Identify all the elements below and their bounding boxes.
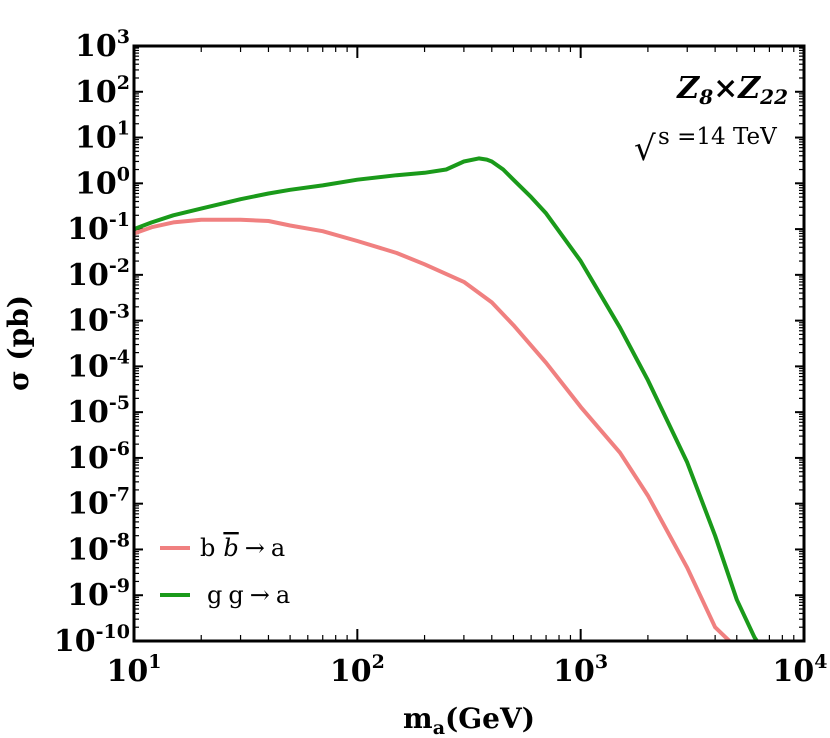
sqrt-symbol: √ bbox=[634, 129, 656, 169]
y-tick-label: 103 bbox=[75, 26, 130, 64]
y-tick-label: 10-3 bbox=[67, 301, 130, 339]
x-axis-label: ma(GeV) bbox=[403, 702, 535, 738]
y-tick-label: 10-5 bbox=[67, 392, 130, 430]
y-tick-label: 10-7 bbox=[67, 484, 130, 522]
legend-label-bbbar: b b → a bbox=[200, 534, 285, 562]
energy-annotation: s =14 TeV bbox=[658, 124, 777, 150]
series-line-gg bbox=[133, 156, 759, 643]
plot-frame bbox=[132, 44, 806, 643]
y-tick-labels: 103 102 101 100 10-1 10-2 10-3 10-4 10-5… bbox=[54, 26, 130, 659]
y-tick-label: 10-6 bbox=[67, 438, 130, 476]
x-tick-label: 101 bbox=[107, 651, 162, 689]
y-tick-label: 10-8 bbox=[67, 529, 130, 567]
x-tick-label: 103 bbox=[553, 651, 608, 689]
y-tick-label: 10-2 bbox=[67, 255, 130, 293]
y-tick-label: 10-1 bbox=[67, 209, 130, 247]
y-axis-label: σ (pb) bbox=[2, 295, 35, 391]
legend-label-gg: g g → a bbox=[207, 581, 290, 609]
x-tick-labels: 101 102 103 104 bbox=[107, 651, 828, 689]
y-tick-label: 10-9 bbox=[67, 575, 130, 613]
series-line-bbbar bbox=[133, 217, 731, 643]
x-tick-label: 102 bbox=[330, 651, 385, 689]
legend: b b → a g g → a bbox=[160, 534, 290, 609]
y-tick-label: 10-10 bbox=[54, 621, 130, 659]
y-tick-label: 100 bbox=[75, 163, 130, 201]
y-tick-label: 101 bbox=[75, 118, 130, 156]
y-tick-label: 102 bbox=[75, 72, 130, 110]
x-tick-label: 104 bbox=[773, 651, 828, 689]
series-layer bbox=[133, 156, 759, 643]
y-tick-label: 10-4 bbox=[67, 346, 130, 384]
model-annotation: Z8×Z22 bbox=[676, 71, 788, 109]
